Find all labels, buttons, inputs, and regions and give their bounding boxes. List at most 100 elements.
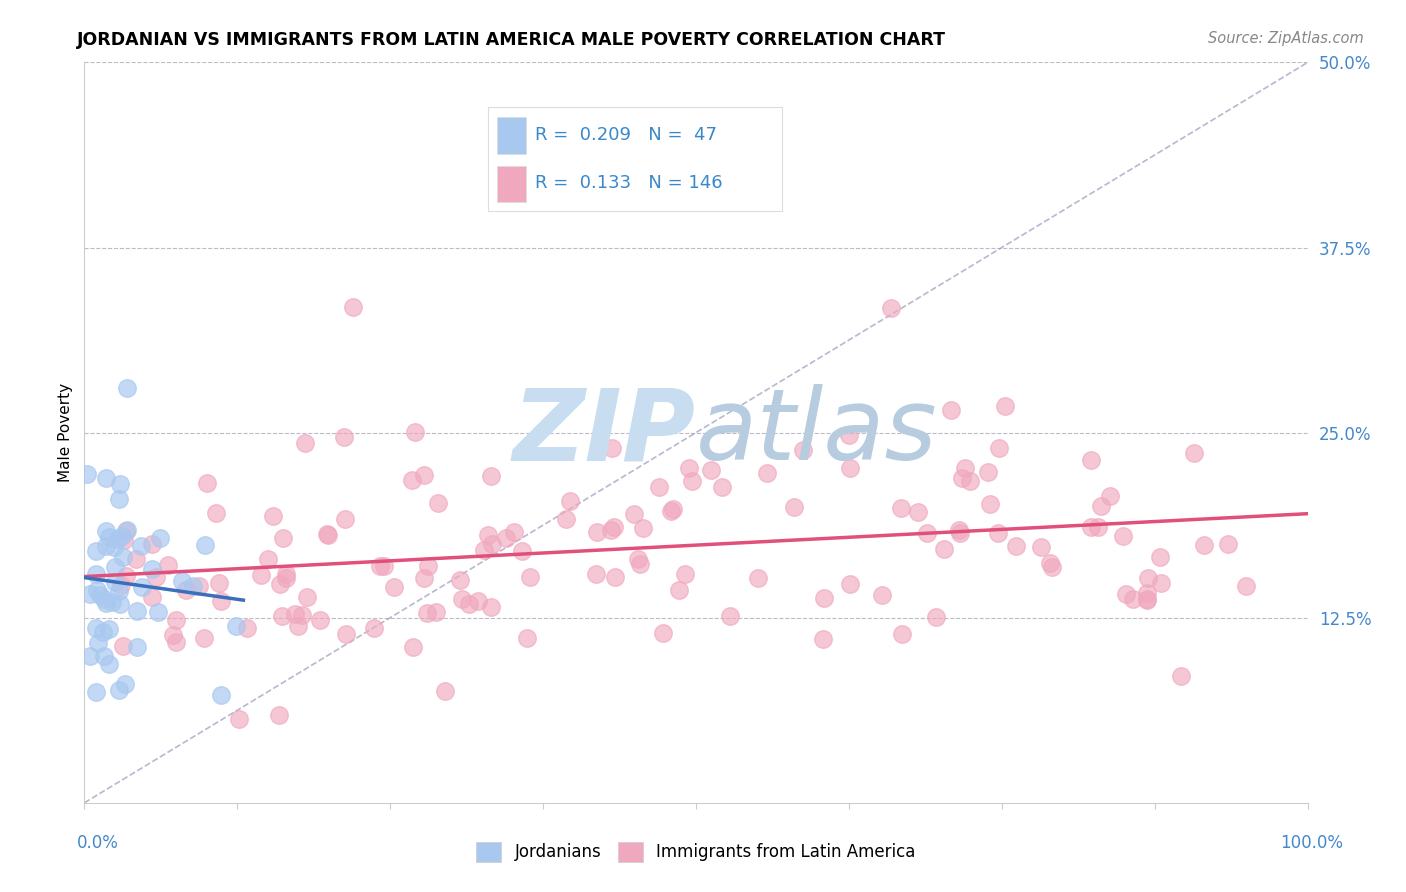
Point bbox=[332, 430, 354, 444]
Point bbox=[1136, 585, 1159, 599]
Point bbox=[115, 523, 138, 537]
Point bbox=[207, 576, 229, 591]
Point bbox=[427, 496, 450, 510]
Point bbox=[112, 549, 135, 564]
Text: 100.0%: 100.0% bbox=[1279, 834, 1343, 852]
Point bbox=[631, 520, 654, 534]
Point bbox=[103, 540, 125, 554]
Point bbox=[558, 391, 581, 405]
Point bbox=[382, 581, 405, 595]
Point bbox=[145, 570, 167, 584]
Point bbox=[176, 583, 198, 598]
Point bbox=[932, 542, 955, 557]
Text: 0.0%: 0.0% bbox=[77, 834, 120, 852]
Point bbox=[600, 441, 623, 455]
Point bbox=[1170, 668, 1192, 682]
Point bbox=[1234, 579, 1257, 593]
Point bbox=[953, 461, 976, 475]
Y-axis label: Male Poverty: Male Poverty bbox=[58, 383, 73, 483]
Point bbox=[115, 568, 138, 582]
Point bbox=[262, 508, 284, 523]
Point bbox=[271, 531, 294, 545]
Point bbox=[977, 465, 1000, 479]
Point bbox=[479, 599, 502, 614]
Point bbox=[79, 587, 101, 601]
Point bbox=[651, 625, 673, 640]
Point bbox=[205, 506, 228, 520]
Point bbox=[416, 606, 439, 620]
Point bbox=[474, 542, 496, 557]
Point bbox=[792, 442, 814, 457]
Point bbox=[315, 527, 337, 541]
Point bbox=[838, 428, 860, 442]
Point bbox=[603, 570, 626, 584]
Point bbox=[97, 622, 120, 636]
Text: atlas: atlas bbox=[696, 384, 938, 481]
Point bbox=[710, 480, 733, 494]
Point bbox=[127, 640, 149, 655]
Point bbox=[1080, 453, 1102, 467]
Point bbox=[558, 494, 581, 508]
Point bbox=[662, 502, 685, 516]
Point bbox=[141, 562, 163, 576]
Point bbox=[91, 625, 114, 640]
Point bbox=[503, 524, 526, 539]
Point bbox=[209, 688, 232, 702]
Point bbox=[267, 707, 290, 722]
Point bbox=[495, 531, 517, 545]
Point bbox=[271, 608, 294, 623]
Point bbox=[413, 467, 436, 482]
Point bbox=[114, 533, 136, 548]
Point bbox=[108, 477, 131, 491]
Point bbox=[648, 480, 671, 494]
Point bbox=[86, 544, 108, 558]
Point bbox=[104, 575, 127, 590]
Point bbox=[915, 525, 938, 540]
Point bbox=[1136, 571, 1159, 585]
Point bbox=[162, 628, 184, 642]
Point bbox=[681, 474, 703, 488]
Point bbox=[209, 594, 232, 608]
Point bbox=[165, 634, 187, 648]
Point bbox=[294, 436, 316, 450]
Point bbox=[870, 588, 893, 602]
Point bbox=[451, 592, 474, 607]
Point bbox=[148, 605, 170, 619]
Point bbox=[124, 552, 146, 566]
Point bbox=[1112, 529, 1135, 543]
Point bbox=[979, 497, 1001, 511]
Point bbox=[948, 523, 970, 537]
Point bbox=[718, 609, 741, 624]
Point bbox=[110, 578, 132, 592]
Point bbox=[195, 476, 218, 491]
Text: Source: ZipAtlas.com: Source: ZipAtlas.com bbox=[1208, 31, 1364, 46]
Point bbox=[187, 579, 209, 593]
Point bbox=[149, 532, 172, 546]
Point bbox=[402, 640, 425, 654]
Point bbox=[401, 473, 423, 487]
Point bbox=[342, 300, 364, 314]
Point bbox=[193, 631, 215, 645]
Point bbox=[295, 590, 318, 604]
Point bbox=[290, 607, 312, 622]
Point bbox=[101, 595, 124, 609]
Point bbox=[111, 529, 134, 543]
Point bbox=[125, 604, 148, 618]
Point bbox=[287, 619, 309, 633]
Point bbox=[89, 588, 111, 602]
Point bbox=[1122, 592, 1144, 607]
Point bbox=[555, 512, 578, 526]
Point bbox=[269, 577, 291, 591]
Point bbox=[879, 301, 901, 316]
Point bbox=[813, 591, 835, 605]
Point bbox=[1218, 537, 1240, 551]
Point bbox=[96, 524, 118, 539]
Point bbox=[661, 504, 683, 518]
Point bbox=[510, 544, 533, 558]
Point bbox=[156, 558, 179, 572]
Point bbox=[235, 621, 257, 635]
Point bbox=[131, 580, 153, 594]
Point bbox=[585, 567, 607, 582]
Point bbox=[114, 524, 136, 538]
Point bbox=[747, 571, 769, 585]
